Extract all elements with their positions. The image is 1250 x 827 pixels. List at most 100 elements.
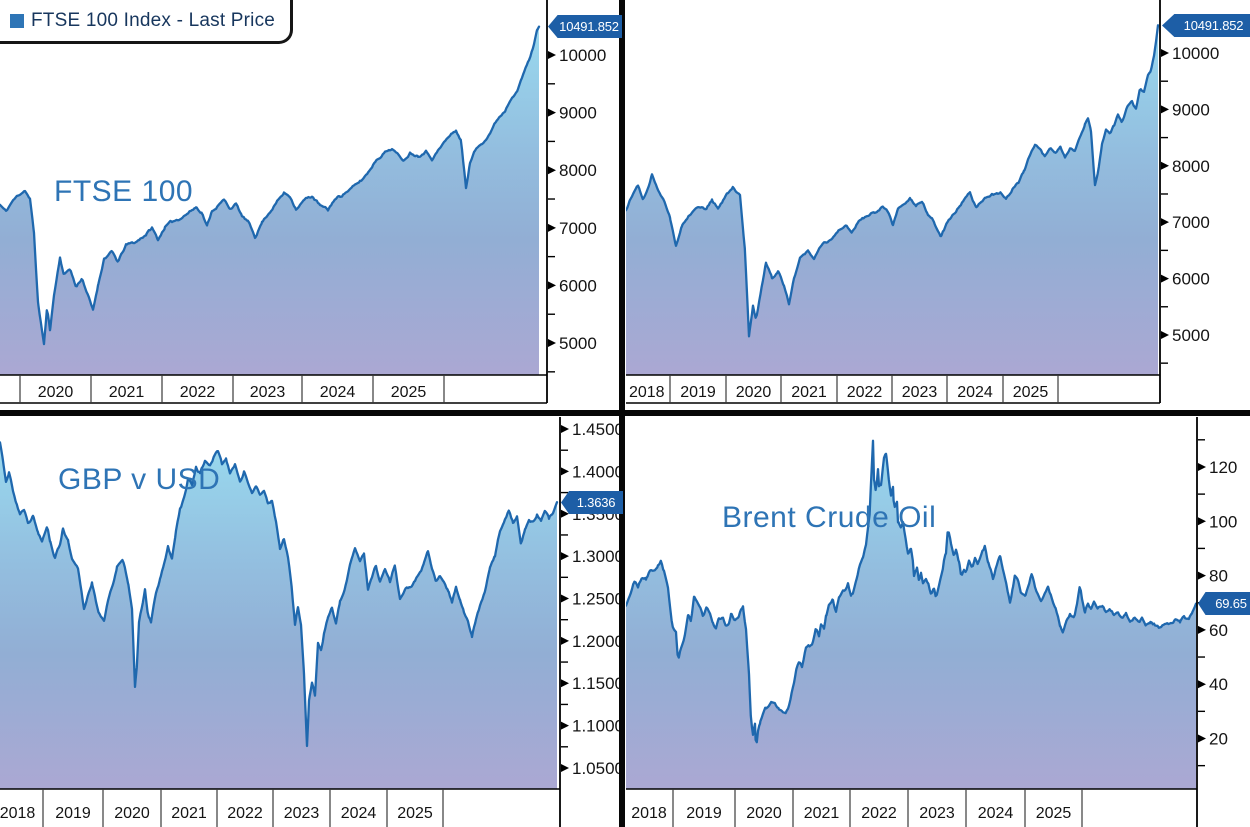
x-year-label: 2021 [804,805,840,822]
gbp-usd-chart [0,441,559,789]
y-tick-arrow-icon [1198,734,1206,743]
brent-crude-line [626,439,1197,744]
y-tick-label: 10000 [1172,44,1219,63]
gbp-usd-area [0,442,557,789]
ftse-full-chart [626,24,1160,375]
y-tick-label: 6000 [559,276,597,295]
ftse-full-line [626,24,1160,338]
y-tick-arrow-icon [548,281,556,290]
y-tick-label: 9000 [1172,100,1210,119]
ftse-chart-title: FTSE 100 [54,175,194,208]
ftse-cropped-axes: 10000 9000 8000 7000 6000 5000 2020 2021 2022 202… [0,0,606,404]
x-year-label: 2021 [791,384,827,401]
ftse-full-axes: 10000 9000 8000 7000 6000 5000 2018 2019 2020 202… [626,0,1219,404]
gbp-usd-line [0,441,559,748]
x-year-label: 2018 [0,805,35,822]
y-tick-label: 1.0500 [572,759,624,778]
brent-crude-axes: 120 100 80 60 40 20 2018 2019 2020 2021 2022 2023 20… [626,417,1237,827]
gbp-usd-chart-title: GBP v USD [58,463,221,496]
y-tick-label: 8000 [1172,157,1210,176]
ftse-cropped-area [0,26,539,375]
x-year-label: 2023 [919,805,955,822]
ftse-full-last-price-tag: 10491.852 [1162,14,1250,37]
ftse-cropped-last-price-tag: 10491.852 [548,15,622,38]
legend-box: FTSE 100 Index - Last Price [0,0,293,44]
x-year-label: 2024 [341,805,377,822]
ftse-full-area [626,25,1158,375]
x-year-label: 2025 [1013,384,1049,401]
y-tick-arrow-icon [561,763,569,772]
y-tick-arrow-icon [1198,625,1206,634]
x-year-label: 2023 [902,384,938,401]
y-tick-arrow-icon [548,166,556,175]
ftse-cropped-chart [0,25,541,375]
y-tick-label: 9000 [559,104,597,123]
y-tick-arrow-icon [1161,49,1169,58]
y-tick-arrow-icon [561,467,569,476]
x-year-label: 2024 [978,805,1014,822]
y-tick-arrow-icon [548,51,556,60]
brent-crude-chart [626,439,1197,789]
y-tick-arrow-icon [561,594,569,603]
y-tick-label: 80 [1209,567,1228,586]
x-year-label: 2020 [114,805,150,822]
y-tick-arrow-icon [548,108,556,117]
x-year-label: 2025 [397,805,433,822]
legend-label: FTSE 100 Index - Last Price [31,9,276,31]
x-year-label: 2018 [631,805,667,822]
gbp-usd-last-price-tag: 1.3636 [561,491,623,514]
y-tick-label: 100 [1209,512,1237,531]
y-tick-label: 7000 [1172,213,1210,232]
x-year-label: 2021 [171,805,207,822]
x-year-label: 2021 [109,384,145,401]
y-tick-label: 5000 [559,334,597,353]
horizontal-divider [0,410,1250,416]
x-year-label: 2024 [957,384,993,401]
y-tick-label: 1.4000 [572,462,624,481]
y-tick-arrow-icon [561,679,569,688]
y-tick-arrow-icon [561,721,569,730]
y-tick-arrow-icon [1161,218,1169,227]
y-tick-label: 1.3000 [572,547,624,566]
y-tick-arrow-icon [1198,571,1206,580]
x-year-label: 2020 [38,384,74,401]
x-year-label: 2022 [847,384,883,401]
y-tick-arrow-icon [1198,462,1206,471]
x-year-label: 2020 [746,805,782,822]
y-tick-label: 40 [1209,675,1228,694]
x-year-label: 2023 [250,384,286,401]
y-tick-label: 1.4500 [572,420,624,439]
x-year-label: 2025 [1036,805,1072,822]
x-year-label: 2025 [391,384,427,401]
brent-crude-chart-title: Brent Crude Oil [722,501,937,534]
y-tick-arrow-icon [1161,105,1169,114]
x-year-label: 2022 [180,384,216,401]
brent-crude-area [626,440,1196,789]
y-tick-arrow-icon [561,425,569,434]
y-tick-arrow-icon [561,509,569,518]
brent-crude-last-price-tag: 69.65 [1198,592,1250,615]
y-tick-label: 5000 [1172,326,1210,345]
y-tick-arrow-icon [1161,161,1169,170]
x-year-label: 2019 [55,805,91,822]
y-tick-arrow-icon [561,552,569,561]
x-year-label: 2019 [680,384,716,401]
ftse-cropped-line [0,25,541,346]
y-tick-arrow-icon [1161,274,1169,283]
y-tick-arrow-icon [548,223,556,232]
y-tick-label: 6000 [1172,270,1210,289]
y-tick-arrow-icon [548,339,556,348]
y-tick-label: 1.1500 [572,674,624,693]
y-tick-arrow-icon [1161,330,1169,339]
y-tick-label: 120 [1209,458,1237,477]
y-tick-label: 1.2000 [572,632,624,651]
x-year-label: 2022 [861,805,897,822]
y-tick-label: 1.1000 [572,717,624,736]
x-year-label: 2022 [227,805,263,822]
y-tick-arrow-icon [1198,680,1206,689]
y-tick-label: 7000 [559,219,597,238]
x-year-label: 2024 [320,384,356,401]
y-tick-arrow-icon [561,636,569,645]
